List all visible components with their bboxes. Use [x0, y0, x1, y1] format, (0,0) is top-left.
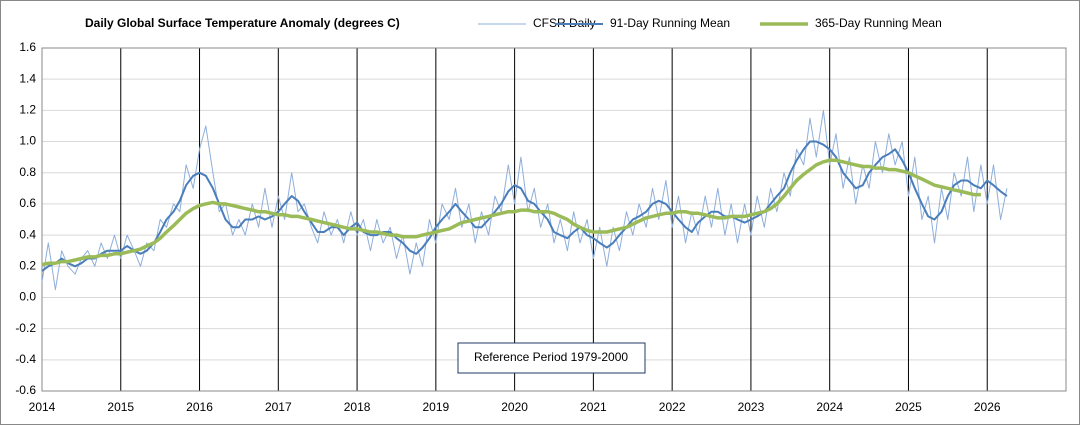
x-tick-label: 2015 — [107, 400, 134, 414]
y-tick-label: 0.4 — [19, 227, 36, 241]
y-tick-label: 1.4 — [19, 71, 36, 85]
legend-label: 365-Day Running Mean — [815, 16, 942, 30]
x-tick-label: 2026 — [974, 400, 1001, 414]
x-tick-label: 2023 — [738, 400, 765, 414]
x-tick-label: 2024 — [816, 400, 843, 414]
y-tick-label: 1.6 — [19, 40, 36, 54]
annotation-box — [457, 342, 646, 374]
series-line — [41, 109, 1008, 291]
legend-label: 91-Day Running Mean — [610, 16, 730, 30]
series-line — [41, 140, 1008, 272]
x-tick-label: 2022 — [659, 400, 686, 414]
x-tick-label: 2020 — [501, 400, 528, 414]
plot-area — [41, 47, 1067, 392]
x-tick-label: 2017 — [265, 400, 292, 414]
y-tick-label: 0.2 — [19, 258, 36, 272]
y-tick-label: 0.0 — [19, 290, 36, 304]
series-line — [41, 158, 981, 267]
chart-title: Daily Global Surface Temperature Anomaly… — [85, 16, 400, 30]
y-tick-label: -0.6 — [15, 383, 36, 397]
y-tick-label: -0.2 — [15, 321, 36, 335]
y-tick-label: 0.8 — [19, 165, 36, 179]
x-tick-label: 2018 — [344, 400, 371, 414]
annotation: Reference Period 1979-2000 — [474, 350, 628, 364]
y-tick-label: -0.4 — [15, 352, 36, 366]
x-tick-label: 2014 — [29, 400, 56, 414]
x-tick-label: 2019 — [422, 400, 449, 414]
x-tick-label: 2025 — [895, 400, 922, 414]
y-tick-label: 1.2 — [19, 103, 36, 117]
y-tick-label: 0.6 — [19, 196, 36, 210]
x-tick-label: 2016 — [186, 400, 213, 414]
y-tick-label: 1.0 — [19, 134, 36, 148]
x-tick-label: 2021 — [580, 400, 607, 414]
